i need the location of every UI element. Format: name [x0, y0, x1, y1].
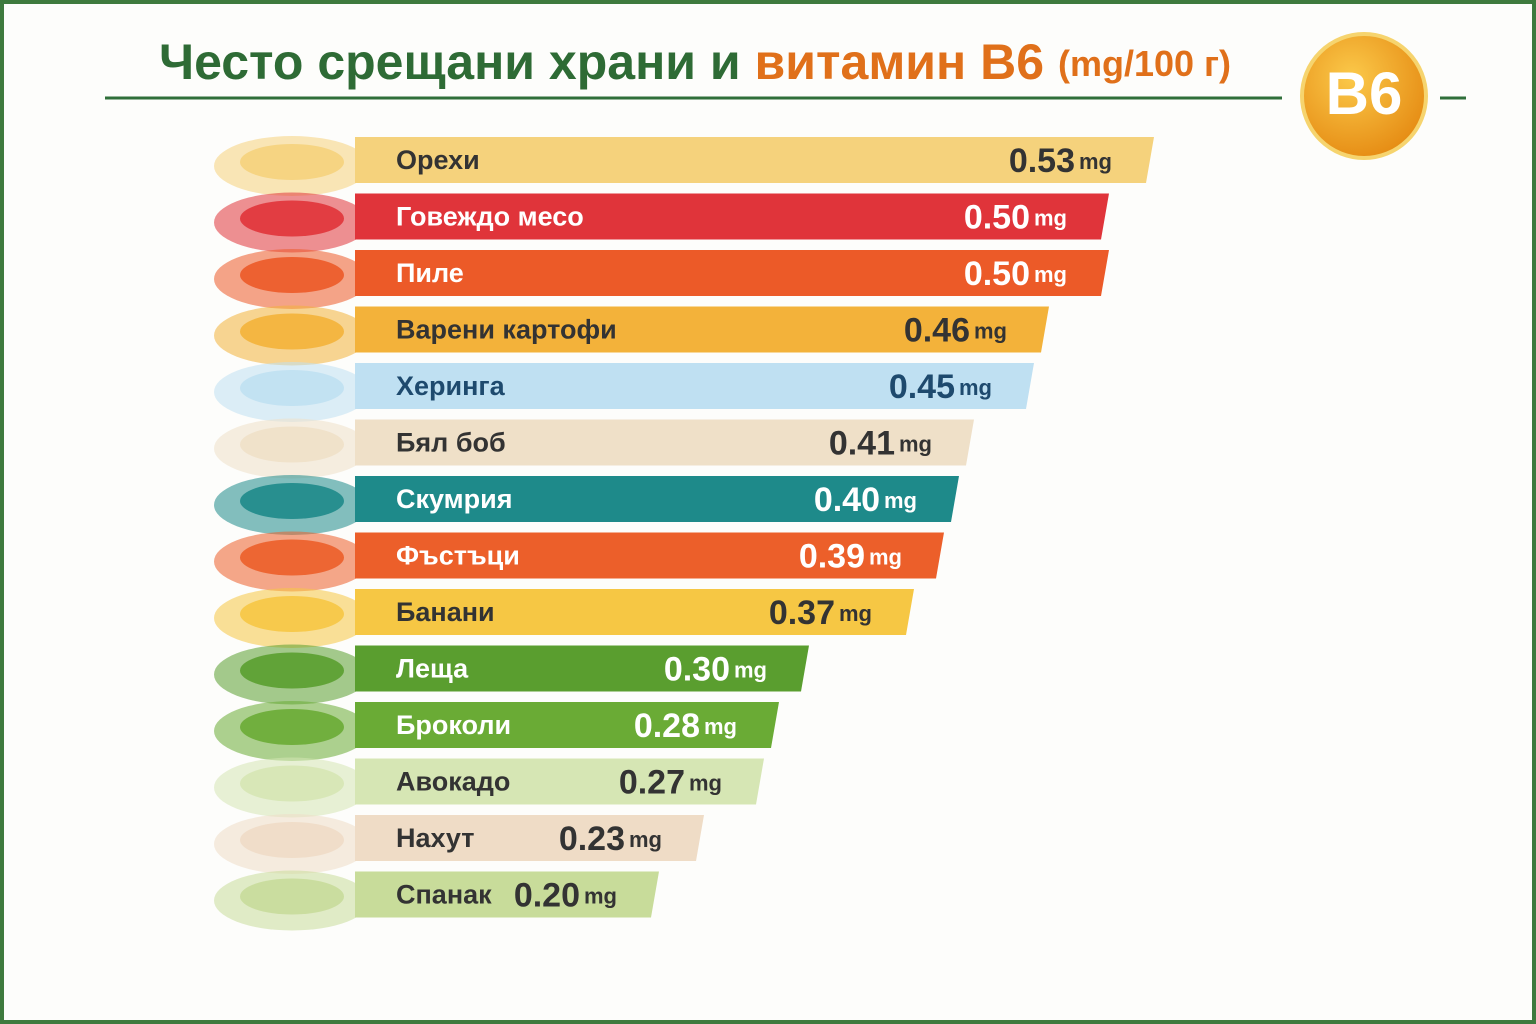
- food-illustration: [240, 313, 344, 350]
- value-label: 0.50 mg: [964, 198, 1067, 236]
- bar: [355, 758, 764, 805]
- value-label: 0.37 mg: [769, 594, 872, 632]
- value-unit: mg: [869, 544, 902, 569]
- food-illustration: [240, 822, 344, 858]
- category-label: Варени картофи: [396, 315, 617, 345]
- value-number: 0.45: [889, 368, 955, 406]
- food-illustration: [240, 878, 344, 915]
- value-label: 0.41 mg: [829, 424, 932, 462]
- value-label: 0.50 mg: [964, 255, 1067, 293]
- value-number: 0.50: [964, 198, 1030, 236]
- food-illustration: [240, 483, 344, 519]
- value-unit: mg: [959, 375, 992, 400]
- food-illustration: [240, 200, 344, 237]
- value-unit: mg: [689, 770, 722, 795]
- category-label: Говеждо месо: [396, 202, 584, 232]
- value-unit: mg: [1079, 149, 1112, 174]
- category-label: Спанак: [396, 880, 492, 910]
- value-number: 0.27: [619, 763, 685, 801]
- value-number: 0.46: [904, 311, 970, 349]
- value-label: 0.28 mg: [634, 707, 737, 745]
- bar: [355, 476, 959, 522]
- value-number: 0.28: [634, 707, 700, 745]
- value-number: 0.41: [829, 424, 895, 462]
- food-illustration: [240, 539, 344, 576]
- value-number: 0.53: [1009, 142, 1075, 180]
- value-label: 0.23 mg: [559, 820, 662, 858]
- value-unit: mg: [839, 601, 872, 626]
- value-unit: mg: [704, 714, 737, 739]
- category-label: Скумрия: [396, 484, 513, 514]
- value-number: 0.39: [799, 537, 865, 575]
- category-label: Банани: [396, 597, 495, 627]
- value-label: 0.45 mg: [889, 368, 992, 406]
- food-illustration: [240, 257, 344, 293]
- badge: [1300, 32, 1428, 160]
- value-unit: mg: [629, 827, 662, 852]
- value-label: 0.46 mg: [904, 311, 1007, 349]
- food-illustration: [240, 370, 344, 406]
- bar: [355, 589, 914, 635]
- bar: [355, 702, 779, 748]
- value-label: 0.27 mg: [619, 763, 722, 801]
- food-illustration: [240, 144, 344, 180]
- bar: [355, 532, 944, 579]
- value-label: 0.40 mg: [814, 481, 917, 519]
- value-unit: mg: [1034, 205, 1067, 230]
- food-illustration: [240, 596, 344, 632]
- category-label: Херинга: [396, 371, 506, 401]
- title-part: Често срещани храни и: [159, 34, 741, 90]
- bar: [355, 137, 1154, 183]
- food-illustration: [240, 709, 344, 745]
- title-part: витамин B6: [755, 34, 1045, 90]
- chart-title: Често срещани храни и витамин B6 (mg/100…: [159, 34, 1231, 90]
- value-number: 0.40: [814, 481, 880, 519]
- bar: [355, 419, 974, 466]
- category-label: Фъстъци: [396, 541, 520, 571]
- category-label: Нахут: [396, 823, 474, 853]
- value-unit: mg: [734, 657, 767, 682]
- bar: [355, 815, 704, 861]
- category-label: Авокадо: [396, 767, 510, 797]
- value-label: 0.53 mg: [1009, 142, 1112, 180]
- value-unit: mg: [584, 883, 617, 908]
- title-part: (mg/100 г): [1058, 43, 1231, 84]
- category-label: Орехи: [396, 145, 480, 175]
- bar: [355, 363, 1034, 409]
- value-unit: mg: [884, 488, 917, 513]
- bar: [355, 306, 1049, 353]
- value-unit: mg: [899, 431, 932, 456]
- bar: [355, 645, 809, 692]
- value-unit: mg: [974, 318, 1007, 343]
- category-label: Леща: [396, 654, 469, 684]
- value-number: 0.30: [664, 650, 730, 688]
- category-label: Броколи: [396, 710, 511, 740]
- value-unit: mg: [1034, 262, 1067, 287]
- value-number: 0.23: [559, 820, 625, 858]
- badge-label: B6: [1326, 60, 1403, 127]
- food-illustration: [240, 652, 344, 689]
- value-label: 0.20 mg: [514, 876, 617, 914]
- value-number: 0.37: [769, 594, 835, 632]
- value-label: 0.39 mg: [799, 537, 902, 575]
- bar: [355, 250, 1109, 296]
- value-number: 0.20: [514, 876, 580, 914]
- value-number: 0.50: [964, 255, 1030, 293]
- value-label: 0.30 mg: [664, 650, 767, 688]
- bar: [355, 871, 659, 918]
- category-label: Пиле: [396, 258, 464, 288]
- bar: [355, 193, 1109, 240]
- food-illustration: [240, 426, 344, 463]
- category-label: Бял боб: [396, 428, 506, 458]
- food-illustration: [240, 765, 344, 802]
